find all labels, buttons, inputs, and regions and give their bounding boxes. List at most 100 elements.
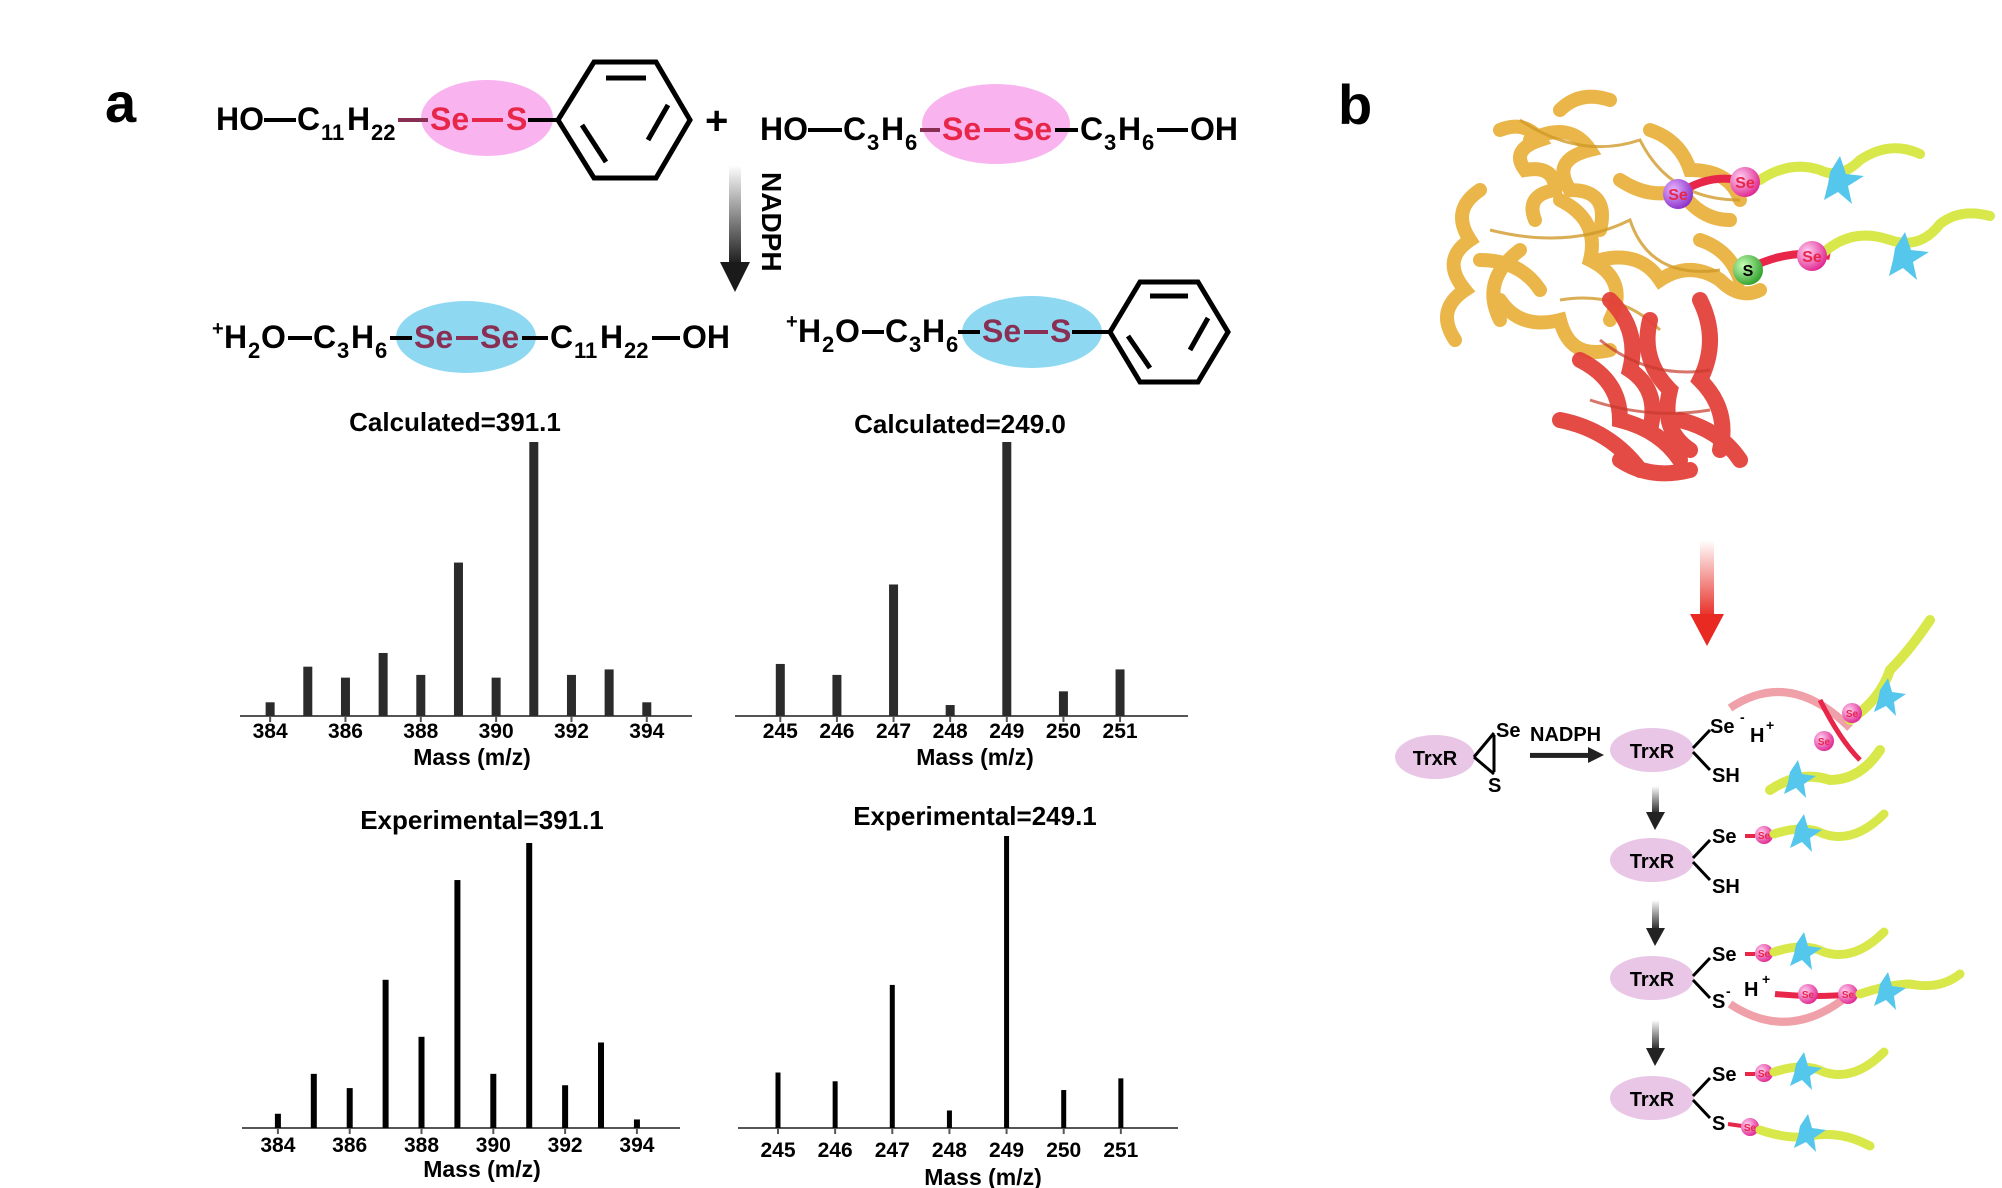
reactant-1: HO C 11 H 22 Se S (216, 59, 693, 181)
spectrum-bar (491, 677, 501, 716)
mechanism-arrow-2 (1646, 900, 1665, 946)
spectrum-calc-2-bars (735, 442, 1188, 717)
protein-probe-2: S Se (1733, 208, 1995, 285)
pink-highlight-2 (922, 84, 1070, 164)
spectrum-bar (1058, 691, 1068, 716)
product2-h1-sub: 6 (946, 332, 958, 357)
reactant1-h: H (347, 101, 370, 137)
spectrum-bar (340, 677, 350, 716)
spectrum-exp-2-bars (738, 836, 1178, 1129)
state0-s: S (1488, 775, 1501, 797)
plus-sign: + (705, 99, 728, 143)
spectrum-bar (775, 663, 785, 716)
reactant1-c: C (297, 101, 320, 137)
state3-probe-atom-2 (1798, 984, 1818, 1004)
protein-s-label: S (1743, 263, 1754, 280)
spectrum-bar (1004, 836, 1010, 1128)
spectrum-bar (418, 1036, 425, 1128)
reaction-reagent: NADPH (756, 172, 787, 272)
x-tick-label: 246 (818, 1139, 853, 1162)
x-tick-label: 386 (328, 720, 363, 743)
spectrum-bar (274, 1113, 281, 1128)
spectrum-calc-1-xlabel: Mass (m/z) (413, 744, 531, 770)
spectrum-bar (633, 1119, 640, 1128)
state1-h-sup: + (1766, 717, 1774, 733)
state3-h: H (1744, 979, 1758, 1001)
product-1: + H 2 O C 3 H 6 Se Se C 11 H 22 OH (212, 301, 730, 373)
spectrum-calc-2-xlabel: Mass (m/z) (916, 744, 1034, 770)
mechanism-state-4: TrxR Se S Se Se (1610, 1047, 1889, 1152)
panel-label-a: a (105, 71, 137, 134)
reactant2-h2: H (1118, 111, 1141, 147)
product1-c1: C (313, 319, 336, 355)
spectrum-bar (265, 702, 275, 716)
spectrum-bar (1002, 442, 1012, 716)
reactant2-atom1: Se (942, 111, 981, 147)
spectrum-bar (346, 1088, 353, 1128)
spectrum-calc-1-title: Calculated=391.1 (349, 407, 561, 437)
mechanism-arrow-3 (1646, 1020, 1665, 1066)
x-tick-label: 384 (260, 1134, 295, 1157)
x-tick-label: 247 (875, 1139, 910, 1162)
state4-probe-atom-1-label: Se (1758, 1069, 1771, 1080)
state1-se-sup: - (1740, 709, 1745, 725)
mechanism-reagent: NADPH (1530, 724, 1601, 746)
state3-h-sup: + (1762, 971, 1770, 987)
x-tick-label: 249 (989, 1139, 1024, 1162)
state2-probe-atom (1755, 826, 1773, 844)
x-tick-label: 251 (1103, 720, 1138, 743)
spectrum-exp-2-ticks: 245 246 247 248 249 250 251 (760, 1128, 1139, 1162)
x-tick-label: 384 (253, 720, 288, 743)
mechanism-state-0: TrxR Se S (1395, 720, 1520, 797)
x-tick-label: 392 (548, 1134, 583, 1157)
reaction-scheme: HO C 11 H 22 Se S + HO C 3 (212, 59, 1238, 385)
reactant2-atom2: Se (1013, 111, 1052, 147)
spectrum-calc-1-bars (240, 442, 692, 717)
state3-se: Se (1712, 944, 1736, 966)
enzyme-label-3: TrxR (1630, 969, 1675, 991)
enzyme-label-0: TrxR (1413, 748, 1458, 770)
product1-c1-sub: 3 (337, 338, 349, 363)
product2-h: H (798, 313, 821, 349)
mechanism-state-2: TrxR Se SH Se (1610, 809, 1889, 898)
x-tick-label: 390 (479, 720, 514, 743)
x-tick-label: 248 (933, 720, 968, 743)
spectrum-exp-2: Experimental=249.1 245 246 247 248 249 250 251… (738, 801, 1178, 1188)
x-tick-label: 250 (1046, 720, 1081, 743)
spectrum-bar (642, 702, 652, 716)
product2-o: O (835, 313, 860, 349)
spectrum-exp-1-xlabel: Mass (m/z) (423, 1156, 541, 1182)
red-arrow (1690, 540, 1724, 646)
spectrum-bar (378, 652, 388, 716)
x-tick-label: 388 (404, 1134, 439, 1157)
spectrum-bar (526, 843, 533, 1128)
spectrum-exp-1-ticks: 384 386 388 390 392 394 (260, 1128, 655, 1157)
spectrum-exp-2-xlabel: Mass (m/z) (924, 1164, 1042, 1188)
reactant2-h2-sub: 6 (1142, 130, 1154, 155)
spectrum-bar (566, 674, 576, 716)
x-tick-label: 251 (1103, 1139, 1138, 1162)
x-tick-label: 245 (763, 720, 798, 743)
product2-c1-sub: 3 (909, 332, 921, 357)
state4-probe-atom-2 (1741, 1118, 1759, 1136)
x-tick-label: 247 (876, 720, 911, 743)
product1-sup: + (212, 318, 224, 340)
spectrum-bar (310, 1073, 317, 1128)
spectrum-calc-2-ticks: 245 246 247 248 249 250 251 (763, 716, 1138, 743)
spectrum-calc-1: Calculated=391.1 384 386 388 390 392 394 Mass… (240, 407, 692, 770)
state3-probe-atom-3 (1838, 984, 1858, 1004)
product1-h: H (224, 319, 247, 355)
reactant2-prefix: HO (760, 111, 808, 147)
benzene-ring-1 (555, 59, 693, 181)
spectrum-bar (1118, 1078, 1124, 1128)
state2-probe-atom-label: Se (1758, 831, 1771, 842)
spectrum-bar (490, 1073, 497, 1128)
spectrum-bar (303, 666, 313, 716)
state1-h: H (1750, 725, 1764, 747)
protein-probe-atom-2-label: Se (1802, 249, 1822, 266)
product1-atom2: Se (480, 319, 519, 355)
state1-probe-atom-1 (1814, 731, 1834, 751)
mechanism: TrxR Se S NADPH TrxR Se - H + S H (1395, 615, 1965, 1152)
spectrum-bar (598, 1042, 605, 1128)
